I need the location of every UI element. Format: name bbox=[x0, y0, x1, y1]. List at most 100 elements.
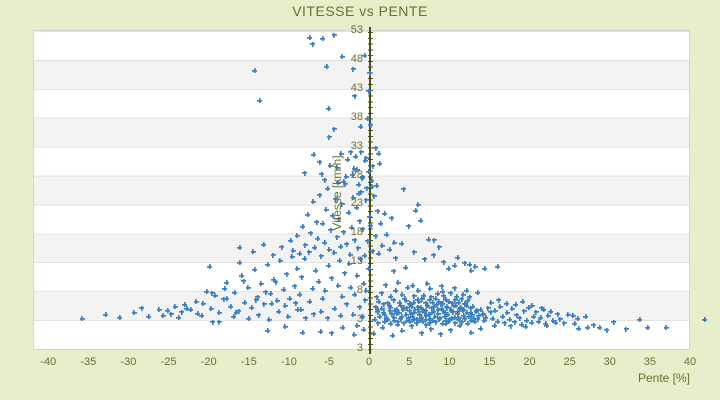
data-point bbox=[561, 320, 567, 326]
data-point bbox=[377, 161, 383, 167]
data-point bbox=[497, 304, 503, 310]
data-point bbox=[245, 284, 251, 290]
data-point bbox=[289, 254, 295, 260]
data-point bbox=[256, 312, 262, 318]
y-axis-tick-label: 18 bbox=[350, 226, 363, 239]
data-point bbox=[301, 170, 307, 176]
data-point bbox=[179, 309, 185, 315]
data-point bbox=[325, 315, 331, 321]
y-axis-line bbox=[369, 27, 371, 354]
data-point bbox=[417, 317, 423, 323]
data-point bbox=[364, 185, 370, 191]
data-point bbox=[576, 325, 582, 331]
data-point bbox=[327, 163, 333, 169]
data-point bbox=[102, 312, 108, 318]
data-point bbox=[435, 310, 441, 316]
data-point bbox=[313, 219, 319, 225]
data-point bbox=[370, 248, 376, 254]
data-point bbox=[303, 315, 309, 321]
data-point bbox=[325, 186, 331, 192]
data-point bbox=[345, 209, 351, 215]
data-point bbox=[231, 313, 237, 319]
data-point bbox=[412, 307, 418, 313]
data-point bbox=[369, 178, 375, 184]
data-point bbox=[360, 314, 366, 320]
data-point bbox=[382, 211, 388, 217]
data-point bbox=[430, 252, 436, 258]
data-point bbox=[362, 157, 368, 163]
data-point bbox=[309, 41, 315, 47]
data-point bbox=[426, 320, 432, 326]
data-point bbox=[268, 291, 274, 297]
data-point bbox=[351, 165, 357, 171]
x-axis-tick-label: 0 bbox=[366, 356, 373, 368]
data-point bbox=[394, 310, 400, 316]
data-point bbox=[539, 305, 545, 311]
y-axis-tick-label: 28 bbox=[350, 168, 363, 181]
data-point bbox=[548, 309, 554, 315]
data-point bbox=[337, 258, 343, 264]
data-point bbox=[240, 278, 246, 284]
data-point bbox=[156, 307, 162, 313]
data-point bbox=[390, 297, 396, 303]
data-point bbox=[430, 299, 436, 305]
data-point bbox=[463, 287, 469, 293]
data-point bbox=[452, 320, 458, 326]
data-point bbox=[212, 293, 218, 299]
data-point bbox=[446, 265, 452, 271]
data-point bbox=[381, 301, 387, 307]
data-point bbox=[475, 316, 481, 322]
data-point bbox=[360, 226, 366, 232]
data-point bbox=[357, 256, 363, 262]
data-point bbox=[325, 105, 331, 111]
data-point bbox=[348, 284, 354, 290]
data-point bbox=[272, 279, 278, 285]
data-point bbox=[436, 244, 442, 250]
data-point bbox=[334, 234, 340, 240]
data-point bbox=[341, 229, 347, 235]
data-point bbox=[350, 312, 356, 318]
data-point bbox=[264, 262, 270, 268]
data-point bbox=[389, 311, 395, 317]
data-point bbox=[438, 331, 444, 337]
data-point bbox=[504, 310, 510, 316]
data-point bbox=[349, 172, 355, 178]
x-axis-tick-label: -5 bbox=[324, 356, 334, 368]
data-point bbox=[427, 286, 433, 292]
data-point bbox=[557, 316, 563, 322]
data-point bbox=[570, 313, 576, 319]
data-point bbox=[478, 325, 484, 331]
data-point bbox=[355, 245, 361, 251]
data-point bbox=[210, 319, 216, 325]
data-point bbox=[305, 212, 311, 218]
data-point bbox=[524, 318, 530, 324]
data-point bbox=[413, 208, 419, 214]
data-point bbox=[475, 290, 481, 296]
data-point bbox=[366, 265, 372, 271]
data-point bbox=[378, 290, 384, 296]
data-point bbox=[422, 308, 428, 314]
data-point bbox=[256, 97, 262, 103]
data-point bbox=[424, 281, 430, 287]
data-point bbox=[346, 261, 352, 267]
data-point bbox=[329, 330, 335, 336]
y-axis-tick-label: 3 bbox=[356, 342, 363, 355]
data-point bbox=[318, 309, 324, 315]
data-point bbox=[443, 297, 449, 303]
data-point bbox=[366, 168, 372, 174]
data-point bbox=[462, 260, 468, 266]
data-point bbox=[512, 319, 518, 325]
data-point bbox=[575, 316, 581, 322]
data-point bbox=[337, 243, 343, 249]
data-point bbox=[315, 235, 321, 241]
data-point bbox=[583, 314, 589, 320]
data-point bbox=[224, 280, 230, 286]
data-point bbox=[354, 167, 360, 173]
data-point bbox=[363, 197, 369, 203]
data-point bbox=[295, 307, 301, 313]
data-point bbox=[585, 324, 591, 330]
data-point bbox=[495, 319, 501, 325]
data-point bbox=[277, 257, 283, 263]
data-point bbox=[431, 237, 437, 243]
